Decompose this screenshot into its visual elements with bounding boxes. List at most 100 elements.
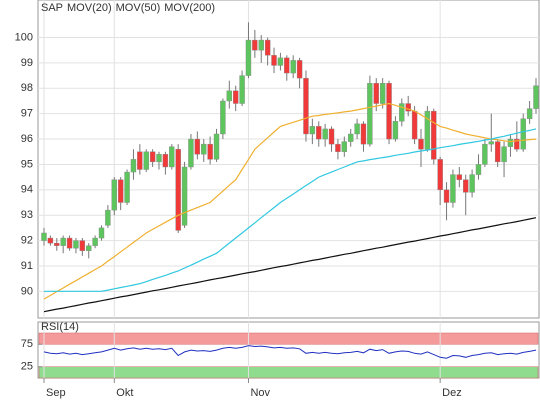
candle-body [399,103,405,122]
y-tick-label: 75 [21,338,33,350]
candle-body [105,209,111,226]
candle-body [354,123,360,135]
y-tick-label: 96 [21,133,33,145]
candle-body [124,171,130,203]
y-tick-label: 99 [21,57,33,69]
candle-body [296,60,303,79]
candle-body [514,138,520,150]
candle-body [367,83,373,145]
y-tick-label: 90 [21,285,33,297]
rsi-line [43,345,537,359]
candle-body [175,149,181,231]
candle-body [149,151,156,163]
candle-body [533,85,539,109]
legend-entry: MOV(50) [116,2,161,14]
candle-body [360,123,367,145]
candle-body [309,126,316,135]
candle-body [188,138,194,168]
y-tick-label: 97 [21,108,33,120]
y-tick-label: 95 [21,158,33,170]
rsi-zone [38,332,539,345]
candle-body [117,179,124,203]
candle-body [501,146,507,163]
candle-body [431,110,437,160]
candle-body [341,141,348,152]
candle-body [156,154,162,163]
candle-body [220,100,226,135]
candle-body [54,242,60,246]
candle-body [405,103,411,112]
candle-body [86,245,92,251]
legend-entry: MOV(200) [164,2,215,14]
moving-average [44,128,537,292]
candle-body [386,83,392,140]
candle-body [348,133,354,142]
y-tick-label: 91 [21,260,33,272]
candle-body [328,128,335,145]
candle-body [264,39,271,56]
candle-body [73,240,79,249]
candle-body [379,83,386,104]
candle-body [463,179,469,193]
candle-body [284,57,290,74]
candle-body [66,237,73,249]
candle-body [437,159,443,191]
x-tick-label: Sep [46,387,66,399]
legend-entry: SAP [41,2,63,14]
legend-entry: MOV(20) [67,2,112,14]
candle-body [226,90,232,102]
candle-body [488,141,494,145]
candle-body [169,146,175,168]
candle-body [162,154,169,168]
candle-body [290,60,296,74]
candle-body [232,90,239,104]
candle-body [201,143,207,155]
y-tick-label: 98 [21,82,33,94]
candle-body [277,57,284,66]
candle-body [41,232,47,241]
candle-body [194,138,201,155]
candle-body [475,164,482,175]
candle-body [47,237,54,244]
candle-body [303,77,309,135]
rsi-zone [38,366,539,379]
y-tick-label: 92 [21,234,33,246]
y-tick-label: 93 [21,209,33,221]
candle-body [60,237,66,246]
candle-body [482,143,488,165]
candle-body [424,110,431,150]
candle-body [245,39,252,76]
candle-body [418,138,424,150]
candle-body [456,174,463,180]
moving-average [43,102,537,300]
candle-body [111,179,117,211]
candle-body [252,39,258,51]
moving-average [43,217,537,313]
candle-body [258,39,264,51]
candle-body [98,227,105,239]
price-panel [37,0,540,319]
candle-body [137,151,143,170]
candle-body [335,143,341,152]
candle-body [92,237,98,246]
y-tick-label: 94 [21,184,33,196]
candle-body [494,141,501,163]
candle-body [443,189,450,203]
candle-body [520,118,526,150]
candle-body [271,55,277,66]
candle-body [411,110,418,140]
x-tick-label: Okt [116,387,133,399]
candle-body [79,240,86,251]
candle-body [526,108,533,119]
candle-body [130,159,137,173]
candle-body [392,121,399,140]
candle-body [450,174,456,203]
candle-body [322,128,328,140]
candle-body [239,75,245,104]
candle-body [213,133,220,160]
candle-body [143,151,149,170]
candle-body [207,143,213,160]
x-tick-label: Dez [442,387,462,399]
y-tick-label: 25 [21,361,33,373]
